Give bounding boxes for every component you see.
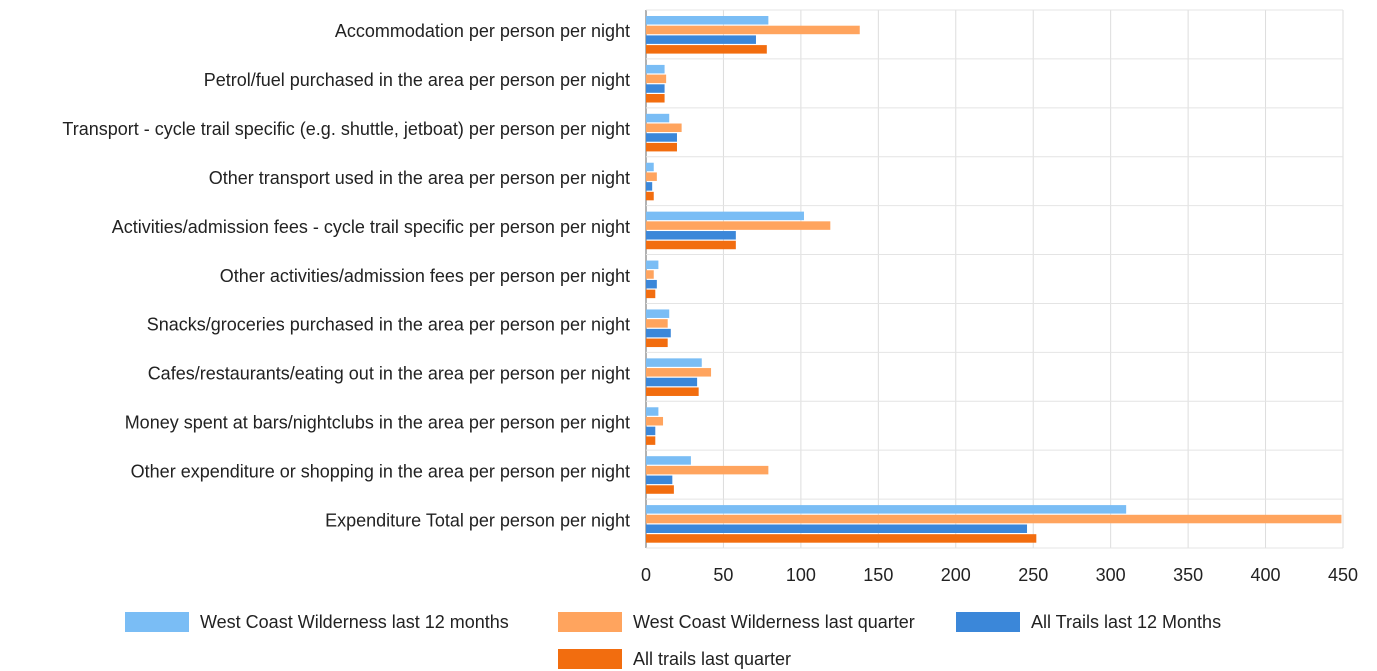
bar (646, 113, 670, 123)
bar (646, 387, 699, 396)
bar (646, 328, 671, 338)
bar (646, 279, 657, 289)
category-label: Petrol/fuel purchased in the area per pe… (204, 70, 630, 90)
bar (646, 456, 691, 465)
bar (646, 64, 665, 74)
bar (646, 16, 769, 25)
bar (646, 289, 656, 299)
bar (646, 358, 702, 367)
category-label: Money spent at bars/nightclubs in the ar… (125, 412, 630, 432)
bar (646, 465, 769, 475)
x-tick-label: 50 (713, 565, 733, 585)
bar (646, 191, 654, 201)
bar (646, 377, 698, 387)
category-label: Other activities/admission fees per pers… (220, 266, 630, 286)
bar (646, 338, 668, 348)
legend: West Coast Wilderness last 12 months West… (125, 612, 1221, 669)
bar (646, 162, 654, 172)
bar (646, 35, 756, 44)
x-axis-tick-labels: 0 50 100 150 200 250 300 350 400 450 (641, 565, 1358, 585)
bar (646, 133, 677, 142)
x-tick-label: 350 (1173, 565, 1203, 585)
bar (646, 407, 659, 416)
bar (646, 25, 860, 35)
bar (646, 309, 670, 318)
bar (646, 514, 1342, 524)
bar (646, 485, 674, 494)
category-label: Transport - cycle trail specific (e.g. s… (62, 119, 630, 139)
bar (646, 231, 736, 240)
category-label: Other transport used in the area per per… (209, 168, 630, 188)
bar (646, 182, 653, 191)
category-label: Snacks/groceries purchased in the area p… (147, 315, 630, 335)
category-label: Expenditure Total per person per night (325, 510, 630, 530)
bar (646, 45, 767, 54)
bar (646, 260, 659, 270)
category-label: Activities/admission fees - cycle trail … (112, 217, 630, 237)
bar (646, 534, 1037, 543)
bar (646, 505, 1127, 514)
bar (646, 270, 654, 279)
x-tick-label: 150 (863, 565, 893, 585)
legend-swatch (956, 612, 1020, 632)
category-labels: Accommodation per person per night Petrol… (62, 21, 630, 530)
legend-label: West Coast Wilderness last quarter (633, 612, 915, 632)
gridlines (645, 9, 1344, 549)
bar (646, 319, 668, 328)
x-tick-label: 450 (1328, 565, 1358, 585)
bar (646, 221, 831, 230)
bar (646, 524, 1028, 533)
legend-swatch (558, 612, 622, 632)
x-tick-label: 0 (641, 565, 651, 585)
legend-swatch (125, 612, 189, 632)
bar (646, 426, 656, 436)
bar (646, 142, 677, 152)
category-label: Accommodation per person per night (335, 21, 630, 41)
x-tick-label: 250 (1018, 565, 1048, 585)
bar (646, 211, 804, 221)
bar (646, 368, 712, 377)
x-tick-label: 400 (1251, 565, 1281, 585)
legend-swatch (558, 649, 622, 669)
legend-label: All Trails last 12 Months (1031, 612, 1221, 632)
x-tick-label: 300 (1096, 565, 1126, 585)
legend-label: All trails last quarter (633, 649, 791, 669)
bar (646, 475, 673, 485)
bars (646, 16, 1342, 543)
bar (646, 240, 736, 250)
x-tick-label: 200 (941, 565, 971, 585)
legend-label: West Coast Wilderness last 12 months (200, 612, 509, 632)
bar (646, 123, 682, 133)
bar (646, 416, 664, 426)
x-tick-label: 100 (786, 565, 816, 585)
bar (646, 172, 657, 181)
category-label: Other expenditure or shopping in the are… (131, 461, 630, 481)
bar (646, 84, 665, 93)
bar (646, 436, 656, 445)
bar (646, 74, 667, 84)
bar (646, 94, 665, 103)
category-label: Cafes/restaurants/eating out in the area… (148, 364, 630, 384)
